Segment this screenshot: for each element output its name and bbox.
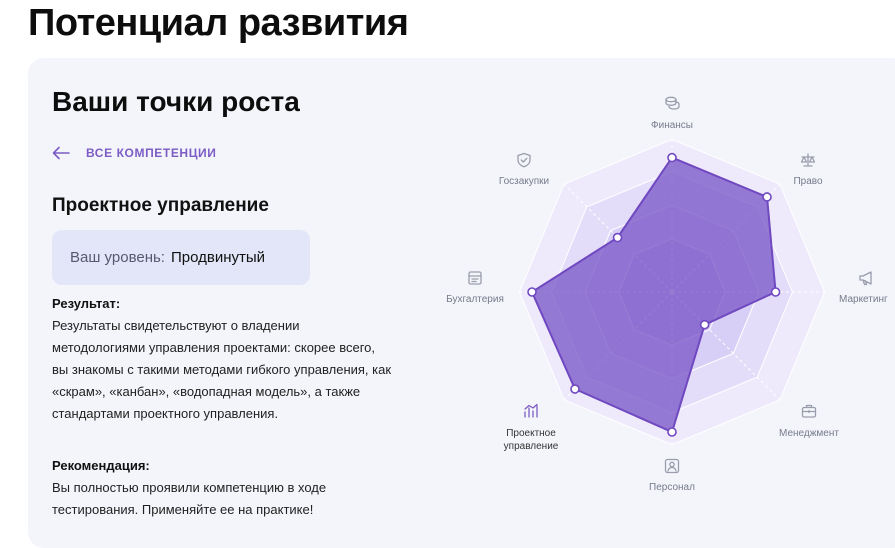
radar-point — [527, 287, 537, 297]
radar-point — [667, 427, 677, 437]
project-chart-icon — [524, 403, 538, 418]
axis-label: Маркетинг — [839, 294, 888, 305]
axis-label: Проектное управление — [504, 428, 559, 452]
arrow-left-icon — [52, 146, 70, 160]
axis-label: Бухгалтерия — [446, 294, 504, 305]
card-title: Ваши точки роста — [52, 86, 300, 117]
ledger-icon — [468, 271, 482, 285]
all-competencies-label: ВСЕ КОМПЕТЕНЦИИ — [86, 146, 217, 160]
result-heading: Результат: — [52, 296, 121, 311]
radar-axis-labels: Финансы Право Маркетинг Менеджмент Персонал П… — [446, 120, 888, 493]
level-value: Продвинутый — [170, 249, 266, 266]
axis-label: Менеджмент — [779, 428, 839, 439]
radar-point — [570, 384, 580, 394]
result-text: Результаты свидетельствуют о владении ме… — [52, 318, 392, 421]
radar-point — [762, 192, 772, 202]
recommendation-text: Вы полностью проявили компетенцию в ходе… — [52, 480, 327, 517]
axis-label: Персонал — [649, 482, 695, 493]
axis-label: Госзакупки — [499, 176, 549, 187]
briefcase-icon — [801, 404, 817, 418]
radar-axis-icons — [468, 96, 872, 474]
radar-chart: Финансы Право Маркетинг Менеджмент Персонал П… — [446, 96, 888, 493]
megaphone-icon — [859, 271, 872, 286]
scales-icon — [800, 153, 816, 167]
shield-check-icon — [517, 152, 531, 168]
radar-point — [770, 287, 781, 297]
radar-point — [612, 232, 623, 243]
coins-icon — [665, 96, 680, 110]
recommendation-heading: Рекомендация: — [52, 458, 150, 473]
page-title: Потенциал развития — [28, 2, 409, 44]
id-card-icon — [664, 458, 680, 474]
radar-point — [667, 152, 677, 163]
all-competencies-link[interactable]: ВСЕ КОМПЕТЕНЦИИ — [52, 146, 217, 160]
level-label: Ваш уровень: — [70, 249, 165, 266]
radar-points — [527, 152, 781, 437]
competency-name: Проектное управление — [52, 195, 269, 216]
axis-label: Право — [793, 176, 823, 187]
axis-label: Финансы — [651, 120, 693, 131]
radar-point — [699, 319, 710, 330]
level-badge: Ваш уровень: Продвинутый — [52, 230, 310, 285]
